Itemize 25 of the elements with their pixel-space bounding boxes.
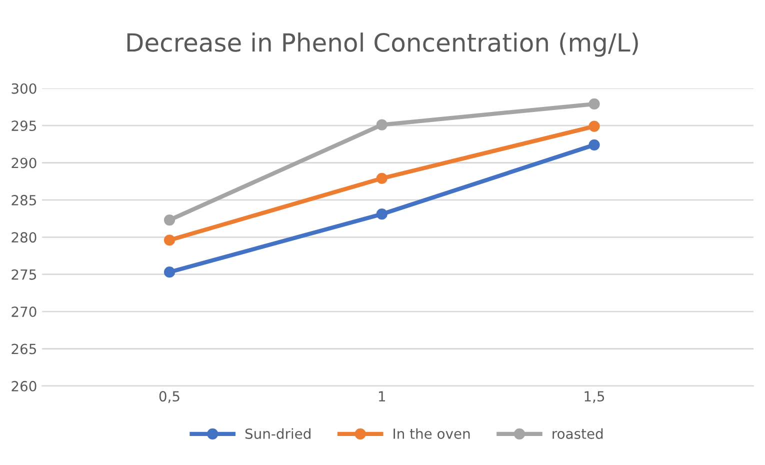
point <box>164 266 176 278</box>
point <box>376 172 388 184</box>
point <box>588 139 600 150</box>
y-tick-label: 280 <box>12 232 36 243</box>
point <box>376 208 388 220</box>
point <box>164 214 176 226</box>
legend-label: roasted <box>552 428 603 439</box>
y-tick-label: 295 <box>12 120 36 132</box>
x-tick-label: 1,5 <box>584 391 604 403</box>
y-tick-label: 260 <box>12 380 36 392</box>
y-tick-label: 300 <box>12 83 36 94</box>
y-tick-label: 270 <box>12 306 36 318</box>
y-tick-label: 285 <box>12 194 36 206</box>
point <box>164 234 176 246</box>
y-tick-label: 275 <box>12 269 36 280</box>
legend-label: Sun-dried <box>245 428 310 439</box>
x-tick-label: 1 <box>378 391 386 402</box>
x-tick-label: 0,5 <box>159 391 180 403</box>
y-tick-label: 265 <box>12 344 36 354</box>
point <box>588 120 600 132</box>
y-tick-label: 290 <box>12 158 36 168</box>
chart-title: Decrease in Phenol Concentration (mg/L) <box>127 32 638 57</box>
point <box>376 119 388 130</box>
legend-label: In the oven <box>394 428 470 439</box>
point <box>588 98 600 110</box>
